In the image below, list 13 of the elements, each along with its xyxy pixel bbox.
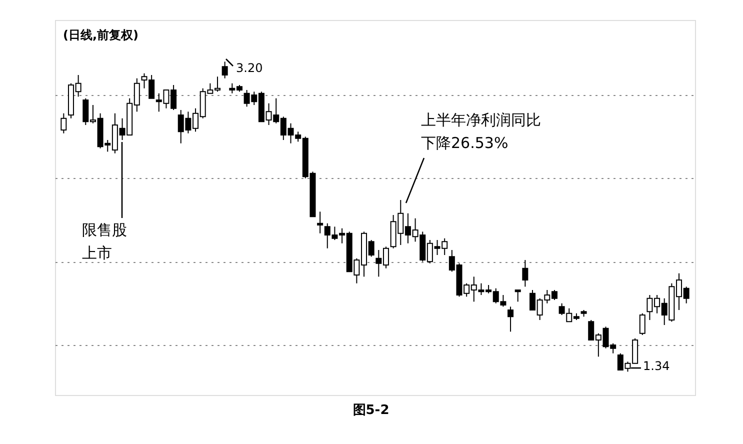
caption: 图5-2 [352,403,390,418]
candlestick [508,306,514,332]
annotation: 1.34 [643,359,670,373]
candlestick [60,112,67,134]
annotation: 3.20 [236,61,263,75]
candlestick [514,290,521,302]
annotation: 限售股上市 [82,221,127,262]
candlestick [522,260,528,288]
text: (日线,前复权) [63,28,139,42]
candlestick [317,211,324,234]
candlestick [222,61,228,79]
annotation: 上半年净利润同比下降26.53% [421,111,541,152]
candlestick [639,312,646,336]
